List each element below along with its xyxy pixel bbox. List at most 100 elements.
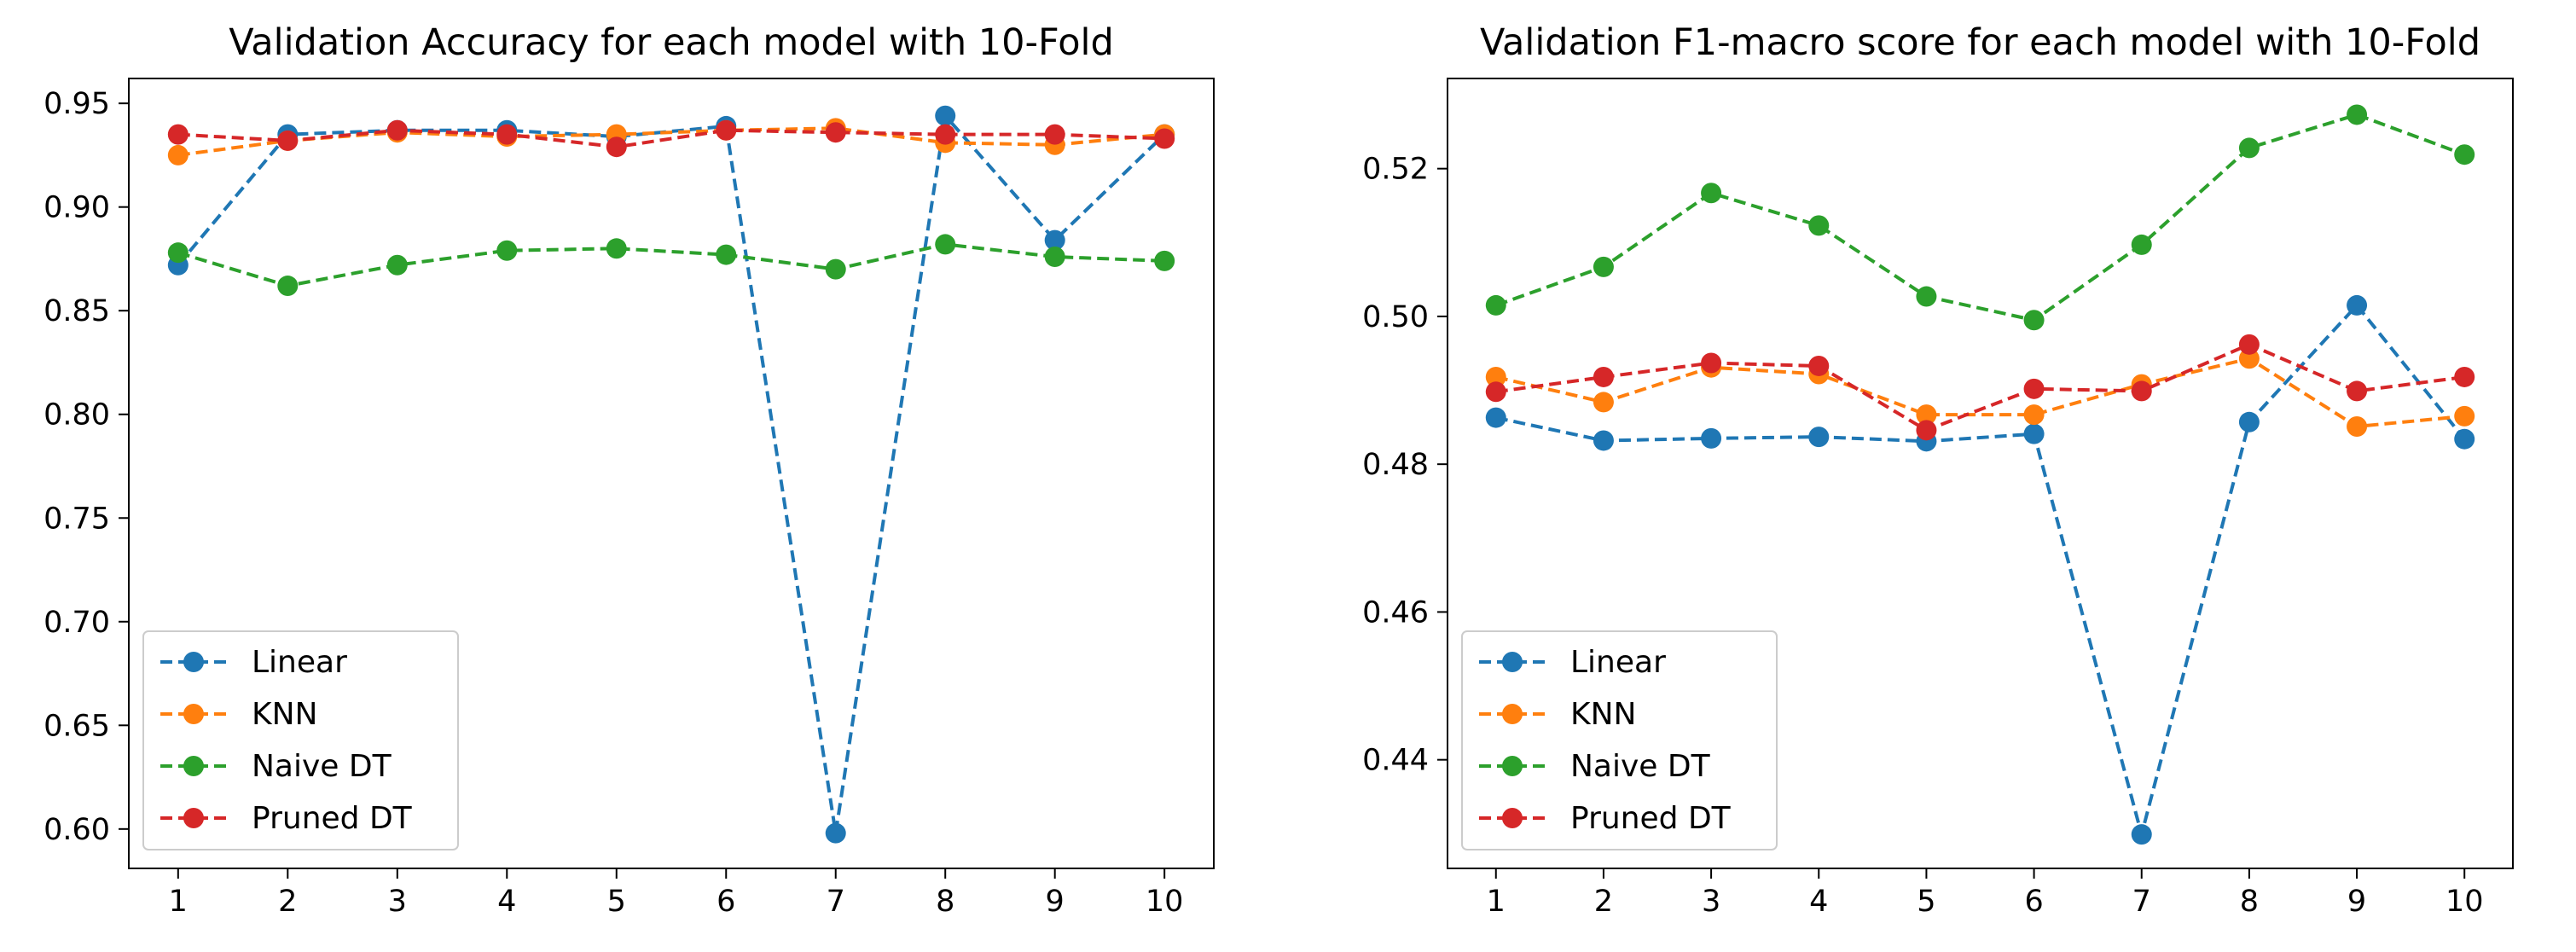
legend-marker [183,652,204,672]
x-tick-label: 2 [278,885,297,919]
series-line [177,128,1165,149]
legend-label: KNN [252,697,317,732]
x-tick-label: 2 [1594,885,1613,919]
y-tick-label: 0.46 [1362,595,1429,630]
data-point [167,144,189,165]
legend-label: Naive DT [252,749,392,784]
data-point [935,105,956,126]
data-point [1916,420,1937,441]
data-point [2023,378,2045,399]
series-line [1495,357,2465,428]
data-point [2023,423,2045,444]
data-point [2347,415,2368,437]
series-pruned-dt [1485,334,2475,441]
data-point [386,254,408,276]
x-tick-label: 8 [936,885,954,919]
data-point [1701,427,1722,449]
chart-title: Validation F1-macro score for each model… [1480,21,2480,64]
data-point [2454,144,2475,165]
data-point [2347,104,2368,125]
data-point [2238,348,2260,369]
x-tick-label: 4 [497,885,516,919]
legend-box [142,630,459,850]
data-point [1916,286,1937,307]
legend-marker [183,756,204,776]
legend-label: Pruned DT [1570,801,1732,836]
y-tick-label: 0.50 [1362,300,1429,334]
f1-macro-chart: Validation F1-macro score for each model… [1362,21,2514,919]
data-point [496,240,518,261]
data-point [2238,411,2260,432]
legend: Linear KNN Naive DT Pruned DT [1461,630,1778,850]
data-point [2454,366,2475,387]
y-tick-label: 0.95 [44,87,110,121]
series-line [1495,303,2466,837]
axes-frame [128,78,1215,869]
x-tick-label: 4 [1809,885,1828,919]
y-tick-label: 0.70 [44,606,110,640]
y-tick-label: 0.85 [44,294,110,328]
x-tick-label: 3 [1702,885,1720,919]
data-point [1701,352,1722,374]
data-point [1154,250,1175,271]
data-point [1485,294,1506,316]
data-point [1044,229,1065,251]
data-point [1593,256,1614,277]
data-point [2347,380,2368,402]
data-point [1808,355,1830,376]
series-line [1495,342,2465,432]
y-tick-label: 0.44 [1362,744,1429,778]
data-point [2347,294,2368,316]
data-point [167,124,189,145]
x-tick-label: 6 [2024,885,2043,919]
x-tick-label: 8 [2240,885,2259,919]
chart-title: Validation Accuracy for each model with … [229,21,1114,64]
data-point [1044,247,1065,268]
data-point [1808,427,1830,448]
data-point [1485,366,1506,387]
accuracy-chart: Validation Accuracy for each model with … [44,21,1215,919]
legend-marker [183,704,204,724]
legend-label: Linear [1570,645,1666,680]
data-point [825,822,846,844]
y-tick-label: 0.48 [1362,448,1429,482]
legend-marker [1502,808,1523,828]
data-point [1485,407,1506,428]
x-tick-label: 5 [1917,885,1935,919]
y-tick-label: 0.80 [44,398,110,432]
legend: Linear KNN Naive DT Pruned DT [142,630,459,850]
data-point [2023,310,2045,331]
legend-label: Pruned DT [252,801,413,836]
x-tick-label: 10 [1146,885,1184,919]
legend-label: KNN [1570,697,1636,732]
data-point [825,258,846,280]
x-tick-label: 3 [388,885,407,919]
data-point [496,124,518,145]
data-point [716,244,737,265]
x-tick-label: 6 [717,885,735,919]
data-point [2131,824,2152,845]
x-tick-label: 5 [607,885,626,919]
data-point [716,119,737,141]
x-tick-label: 9 [1046,885,1065,919]
data-point [2238,137,2260,159]
legend-marker [183,808,204,828]
data-point [1808,215,1830,236]
data-point [1154,128,1175,149]
data-point [277,276,299,297]
data-point [2023,404,2045,426]
series-line [1495,113,2465,322]
data-point [167,242,189,264]
data-point [1593,430,1614,451]
legend-marker [1502,704,1523,724]
x-tick-label: 10 [2445,885,2484,919]
series-linear [1485,294,2475,845]
series-naive-dt [1485,104,2475,331]
data-point [935,234,956,255]
y-tick-label: 0.65 [44,709,110,743]
y-tick-label: 0.75 [44,502,110,536]
data-point [1701,183,1722,204]
legend-label: Naive DT [1570,749,1711,784]
y-tick-label: 0.52 [1362,153,1429,187]
